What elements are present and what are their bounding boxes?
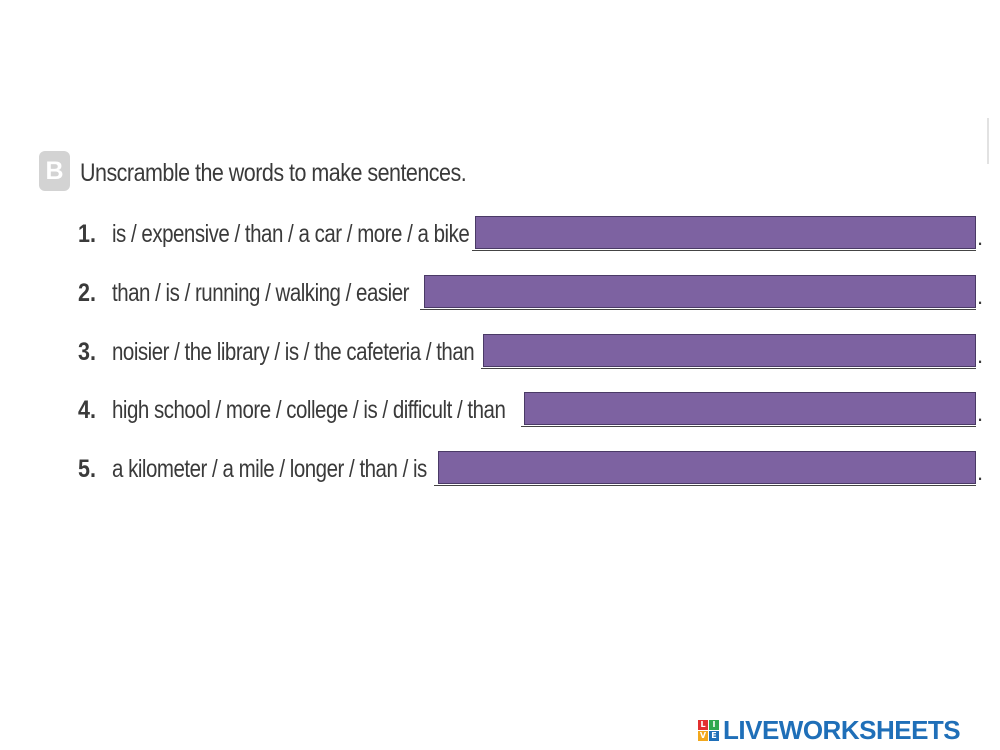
scrambled-words: high school / more / college / is / diff… (112, 396, 506, 424)
answer-underline (434, 485, 976, 486)
logo-tile: V (698, 730, 708, 741)
answer-underline (420, 309, 976, 310)
item-number: 2. (78, 279, 96, 307)
answer-input-4[interactable] (524, 392, 976, 425)
scrambled-words: than / is / running / walking / easier (112, 279, 409, 307)
liveworksheets-logo: L I V E LIVEWORKSHEETS (698, 714, 961, 745)
sentence-period: . (977, 343, 984, 368)
scrambled-words: is / expensive / than / a car / more / a… (112, 220, 470, 248)
answer-input-3[interactable] (483, 334, 976, 367)
logo-tile: I (709, 719, 719, 730)
sentence-period: . (977, 460, 984, 485)
item-number: 3. (78, 338, 96, 366)
answer-input-1[interactable] (475, 216, 976, 249)
answer-underline (481, 368, 976, 369)
answer-underline (521, 426, 976, 427)
section-badge: B (39, 151, 70, 191)
item-number: 1. (78, 220, 96, 248)
scrambled-words: a kilometer / a mile / longer / than / i… (112, 455, 427, 483)
liveworksheets-icon: L I V E (698, 719, 719, 741)
logo-tile: L (698, 719, 708, 730)
sentence-period: . (977, 401, 984, 426)
sentence-period: . (977, 225, 984, 250)
sentence-period: . (977, 284, 984, 309)
answer-input-2[interactable] (424, 275, 976, 308)
exercise-item-2: 2. than / is / running / walking / easie… (0, 274, 1000, 314)
exercise-item-4: 4. high school / more / college / is / d… (0, 391, 1000, 431)
answer-input-5[interactable] (438, 451, 976, 484)
brand-name: LIVEWORKSHEETS (723, 714, 961, 745)
exercise-item-5: 5. a kilometer / a mile / longer / than … (0, 450, 1000, 490)
exercise-item-3: 3. noisier / the library / is / the cafe… (0, 333, 1000, 373)
exercise-item-1: 1. is / expensive / than / a car / more … (0, 215, 1000, 255)
page-edge-divider (987, 118, 989, 164)
scrambled-words: noisier / the library / is / the cafeter… (112, 338, 475, 366)
item-number: 5. (78, 455, 96, 483)
logo-tile: E (709, 730, 719, 741)
item-number: 4. (78, 396, 96, 424)
instruction-text: Unscramble the words to make sentences. (80, 159, 467, 187)
answer-underline (472, 250, 976, 251)
